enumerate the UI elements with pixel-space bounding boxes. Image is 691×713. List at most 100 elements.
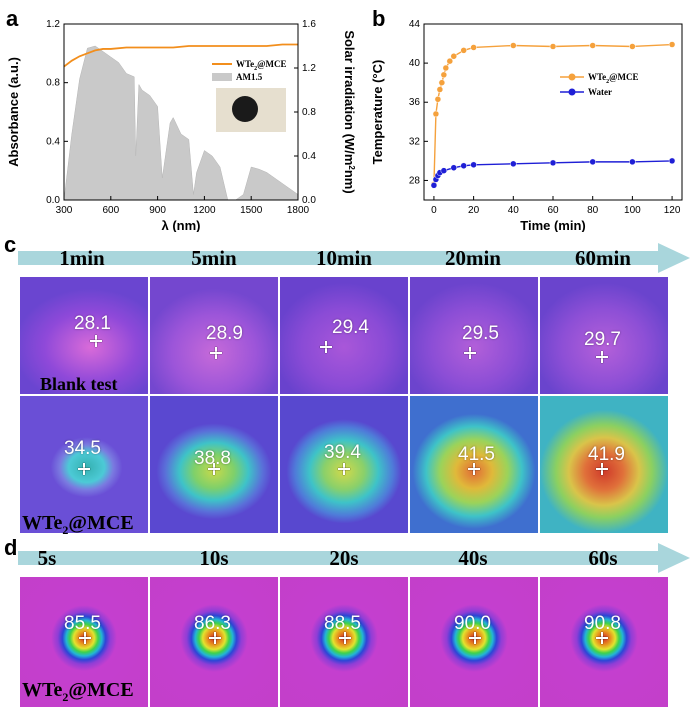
chart-b-point-0	[434, 96, 442, 103]
chart-b-point-1	[549, 159, 557, 167]
chart-b-point-1	[470, 161, 477, 169]
chart-b-xtick-label: 20	[468, 205, 480, 216]
chart-a-y2tick-label: 1.2	[302, 63, 316, 74]
legend-b-wte2-marker	[568, 73, 576, 81]
chart-b-ytick-label: 44	[409, 19, 421, 30]
chart-b-xtick-label: 40	[508, 205, 520, 216]
chart-a-xtick-label: 1200	[193, 205, 216, 216]
panel-b-letter: b	[372, 6, 386, 31]
chart-b-point-1	[629, 158, 636, 166]
time-c-0: 1min	[59, 246, 105, 270]
chart-a-y2tick-label: 0.8	[302, 107, 316, 118]
thermal-tile-blank-1min: 28.1	[20, 277, 148, 394]
chart-a-ytick-label: 0.4	[46, 136, 60, 147]
chart-b: 0 20 40 60 80 100 120 28 32 36 40 44 Time (min) Te…	[370, 19, 683, 232]
time-c-2: 10min	[315, 246, 372, 270]
time-d-4: 60s	[588, 546, 618, 570]
panel-d-letter: d	[4, 535, 18, 560]
chart-b-point-0	[432, 110, 440, 118]
chart-a: 300 600 900 1200 1500 1800 0.0 0.4 0.8 1.2 0.0 0.…	[6, 19, 357, 232]
chart-b-point-1	[440, 167, 448, 174]
chart-b-point-0	[450, 53, 458, 60]
chart-b-xtick-label: 80	[587, 205, 599, 216]
chart-b-point-1	[430, 182, 438, 189]
sample-disk-icon	[232, 96, 258, 122]
chart-a-xtick-label: 600	[102, 205, 119, 216]
thermal-tile-d-60s: 90.8	[540, 577, 668, 707]
chart-b-point-1	[668, 157, 676, 165]
chart-b-ytick-label: 36	[409, 97, 421, 108]
legend-b-water-marker	[568, 88, 576, 96]
chart-a-xtick-label: 1800	[287, 205, 310, 216]
panel-a-letter: a	[6, 6, 19, 31]
legend-wte2-label: WTe2@MCE	[236, 59, 287, 72]
thermal-tile-d-5s: 85.5	[20, 577, 148, 707]
chart-b-point-1	[450, 164, 458, 171]
thermal-tile-wte2-20min: 41.5	[410, 396, 538, 533]
am15-area-path	[63, 45, 299, 201]
am15-spectrum-area	[63, 45, 299, 201]
time-d-0: 5s	[37, 546, 57, 570]
wte2-absorbance-path	[63, 43, 298, 68]
thermal-tile-blank-5min: 28.9	[150, 277, 278, 394]
chart-a-ytick-label: 1.2	[46, 19, 60, 30]
chart-b-ylabel: Temperature (°C)	[370, 60, 385, 165]
chart-b-point-0	[460, 47, 467, 54]
time-arrow-c	[18, 243, 690, 273]
wte2-row-c-label: WTe2@MCE	[22, 512, 134, 537]
chart-a-y2tick-label: 0.0	[302, 195, 316, 206]
time-d-3: 40s	[458, 546, 488, 570]
thermal-tile-blank-10min: 29.4	[280, 277, 408, 394]
chart-a-ytick-label: 0.8	[46, 78, 60, 89]
chart-b-point-0	[446, 57, 454, 65]
thermal-tile-wte2-5min: 38.8	[150, 396, 278, 533]
time-c-1: 5min	[191, 246, 237, 270]
chart-b-point-0	[668, 41, 676, 48]
thermal-tile-d-40s: 90.0	[410, 577, 538, 707]
chart-b-point-0	[438, 79, 446, 86]
thermal-tile-d-10s: 86.3	[150, 577, 278, 707]
chart-b-point-0	[442, 64, 450, 72]
thermal-tile-blank-60min: 29.7	[540, 277, 668, 394]
time-arrow-d	[18, 543, 690, 573]
chart-b-point-1	[510, 160, 517, 168]
time-c-3: 20min	[444, 246, 501, 270]
time-c-4: 60min	[574, 246, 631, 270]
wte2-row-d-label: WTe2@MCE	[22, 679, 134, 704]
thermal-tile-wte2-10min: 39.4	[280, 396, 408, 533]
chart-b-ytick-label: 32	[409, 136, 421, 147]
chart-b-point-0	[629, 43, 636, 50]
chart-b-xtick-label: 120	[664, 205, 681, 216]
panel-c-letter: c	[4, 232, 17, 257]
chart-a-ylabel: Absorbance (a.u.)	[6, 57, 21, 167]
chart-b-point-0	[440, 71, 448, 79]
chart-b-xlabel: Time (min)	[520, 218, 586, 232]
chart-b-ytick-label: 28	[409, 175, 421, 186]
chart-b-point-1	[589, 158, 596, 166]
chart-a-ytick-label: 0.0	[46, 195, 60, 206]
thermal-tile-blank-20min: 29.5	[410, 277, 538, 394]
thermal-tile-d-20s: 88.5	[280, 577, 408, 707]
chart-b-point-0	[436, 86, 444, 93]
time-d-1: 10s	[199, 546, 229, 570]
chart-b-point-0	[470, 44, 477, 51]
chart-a-y2tick-label: 1.6	[302, 19, 316, 30]
chart-b-ytick-label: 40	[409, 58, 421, 69]
legend-b-wte2-label: WTe2@MCE	[588, 72, 639, 85]
chart-a-xlabel: λ (nm)	[162, 218, 201, 232]
chart-b-xtick-label: 0	[431, 205, 437, 216]
chart-a-xtick-label: 300	[56, 205, 73, 216]
legend-am15-label: AM1.5	[236, 72, 263, 82]
thermal-tile-wte2-60min: 41.9	[540, 396, 668, 533]
chart-b-point-0	[510, 42, 517, 49]
chart-b-point-0	[589, 42, 596, 49]
legend-am15-swatch	[212, 73, 232, 81]
thermal-tile-wte2-1min: 34.5	[20, 396, 148, 533]
chart-a-y2label: Solar irradiation (W/m2nm)	[342, 30, 357, 193]
chart-b-xtick-label: 100	[624, 205, 641, 216]
chart-a-y2tick-label: 0.4	[302, 151, 316, 162]
time-d-2: 20s	[329, 546, 359, 570]
legend-b-water-label: Water	[588, 87, 612, 97]
blank-test-label: Blank test	[40, 374, 118, 394]
wte2-absorbance-line	[63, 43, 298, 68]
